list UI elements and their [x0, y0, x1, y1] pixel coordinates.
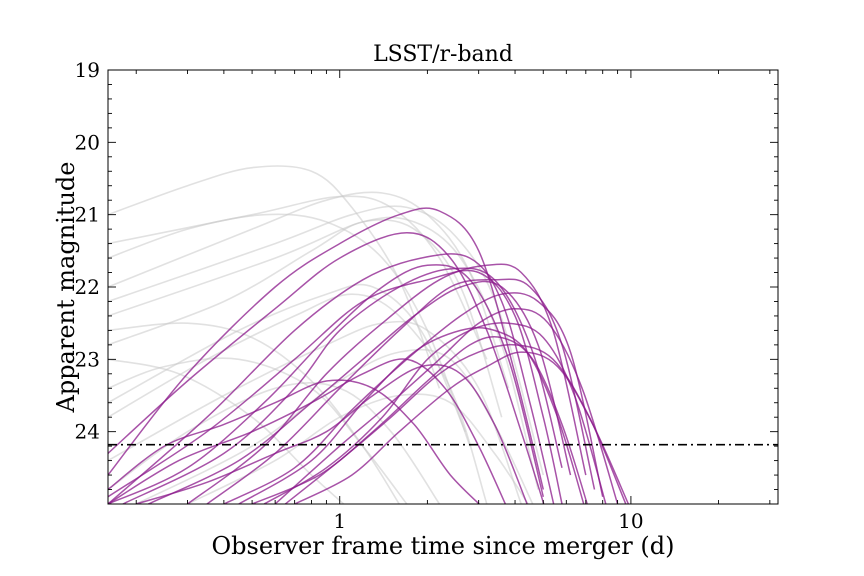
background-curve [108, 382, 441, 504]
y-tick-label: 23 [75, 347, 100, 371]
background-curve [108, 213, 471, 447]
highlight-curve [135, 364, 528, 504]
highlight-curve [108, 379, 481, 504]
background-curve [108, 216, 539, 490]
x-tick-label: 10 [618, 509, 643, 533]
highlight-curve [294, 351, 630, 504]
y-tick-label: 21 [75, 203, 100, 227]
background-curve [108, 205, 545, 476]
tick-labels: 1 10 19 20 21 22 23 24 [75, 58, 644, 533]
y-tick-label: 20 [75, 130, 100, 154]
highlight-curve [122, 267, 563, 504]
background-curve [108, 293, 488, 504]
highlight-curve [108, 253, 555, 504]
highlight-curve [108, 232, 545, 504]
highlight-curve [108, 269, 563, 504]
chart-title: LSST/r-band [373, 42, 513, 67]
background-curve [108, 283, 467, 433]
plot-frame [107, 69, 779, 505]
highlight-curve [274, 307, 619, 504]
x-axis-label: Observer frame time since merger (d) [212, 532, 675, 560]
y-tick-label: 19 [75, 58, 100, 82]
background-curve [108, 358, 345, 504]
axis-ticks [108, 69, 778, 504]
highlight-curve [108, 358, 507, 504]
y-tick-label: 22 [75, 275, 100, 299]
highlight-curve [108, 264, 545, 504]
background-curve [108, 191, 510, 389]
highlight-curve [223, 292, 604, 504]
highlight-curve [238, 326, 585, 504]
x-tick-label: 1 [333, 509, 346, 533]
highlight-curve [108, 207, 545, 490]
highlighted-curves [108, 207, 630, 504]
y-axis-label: Apparent magnitude [52, 161, 80, 413]
y-tick-label: 24 [75, 420, 100, 444]
